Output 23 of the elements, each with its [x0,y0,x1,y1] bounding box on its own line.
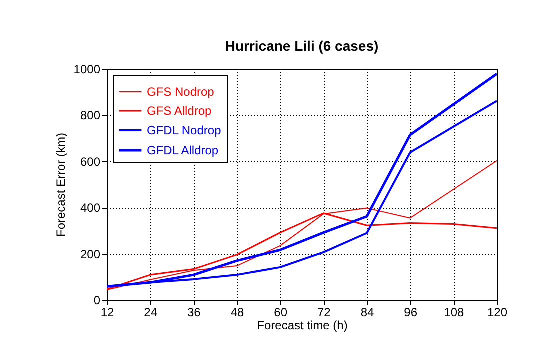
y-tick-label: 400 [80,201,101,216]
x-tick-label: 60 [274,306,288,320]
legend-label: GFDL Nodrop [147,124,222,138]
y-tick-label: 0 [94,294,101,308]
y-tick-label: 200 [80,247,101,262]
chart-title: Hurricane Lili (6 cases) [225,38,379,54]
legend-label: GFDL Alldrop [147,144,219,158]
x-tick-label: 96 [404,306,418,320]
y-tick-label: 600 [80,154,101,169]
x-tick-label: 108 [444,306,464,320]
x-tick-label: 72 [317,306,332,320]
x-tick-label: 12 [100,306,114,320]
legend-label: GFS Nodrop [147,85,215,99]
x-axis-title: Forecast time (h) [257,318,348,332]
x-tick-label: 36 [187,306,202,320]
y-axis-title: Forecast Error (km) [54,132,68,238]
x-tick-label: 48 [230,306,244,320]
x-tick-label: 120 [487,306,508,320]
y-tick-label: 800 [80,108,101,123]
y-tick-label: 1000 [74,62,101,76]
x-tick-label: 84 [360,306,374,320]
x-tick-label: 24 [144,306,158,320]
legend-label: GFS Alldrop [147,104,212,118]
